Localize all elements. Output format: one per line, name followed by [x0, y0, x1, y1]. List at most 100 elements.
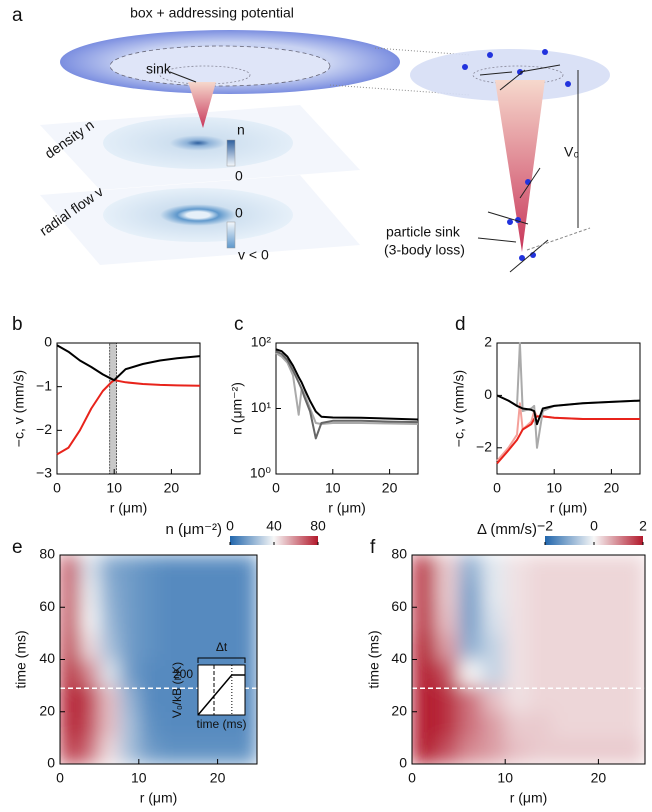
heat-cell	[79, 555, 100, 582]
heat-cell	[178, 633, 199, 660]
x-axis-label: time (ms)	[197, 717, 247, 731]
y-tick-label: −2	[36, 421, 52, 437]
series-line	[496, 342, 641, 449]
panel-label: e	[12, 537, 23, 558]
guide	[374, 47, 471, 56]
arrow	[169, 71, 197, 83]
heat-cell	[481, 555, 506, 582]
y-tick-label: 0	[399, 755, 407, 771]
heat-cell	[158, 581, 179, 608]
heat-cell	[598, 581, 623, 608]
x-tick-label: 10	[546, 480, 562, 496]
colorbar-tick-label: 80	[310, 518, 326, 534]
x-axis-label: r (μm)	[328, 500, 366, 516]
heat-cell	[481, 711, 506, 739]
y-tick-label: −1	[36, 377, 52, 393]
x-tick-label: 10	[325, 480, 341, 496]
heat-cell	[435, 581, 460, 608]
series-line	[197, 674, 245, 716]
label: 0	[235, 168, 243, 184]
y-tick-label: 80	[391, 546, 407, 562]
heat-cell	[217, 555, 238, 582]
x-tick-label: 0	[53, 480, 61, 496]
heat-cell	[79, 737, 100, 764]
heat-cell	[217, 581, 238, 608]
panel-label: c	[234, 314, 244, 335]
heat-cell	[481, 737, 506, 764]
heat-cell	[99, 633, 120, 660]
y-tick-label: 60	[39, 598, 55, 614]
heat-cell	[551, 633, 576, 660]
heat-cell	[119, 607, 140, 634]
heat-cell	[505, 659, 529, 687]
x-axis-label: r (μm)	[110, 500, 148, 516]
heat-cell	[551, 607, 576, 634]
colorbar	[226, 139, 236, 167]
y-axis-label: −c, v (mm/s)	[11, 370, 27, 447]
heat-cell	[217, 633, 238, 660]
heat-cell	[178, 555, 199, 582]
heat-cell	[575, 581, 599, 608]
arrows	[477, 64, 591, 273]
heat-cell	[458, 659, 483, 687]
heat-cell	[412, 737, 436, 764]
heat-cell	[505, 581, 529, 608]
x-tick-label: 0	[56, 770, 64, 786]
heat-cell	[60, 607, 81, 634]
heat-cell	[412, 711, 436, 739]
heat-cell	[528, 685, 553, 713]
heat-cell	[551, 555, 576, 582]
heat-cell	[412, 633, 436, 660]
heat-cell	[138, 685, 159, 713]
colorbar-tick-label: 2	[639, 518, 647, 534]
heat-cell	[237, 555, 257, 582]
y-tick-label: 0	[484, 386, 492, 402]
panel-label: a	[12, 5, 23, 26]
label: v < 0	[238, 247, 269, 263]
heat-cell	[435, 737, 460, 764]
heat-cell	[621, 581, 645, 608]
colorbar-tick-label: 0	[590, 518, 598, 534]
heat-cell	[458, 581, 483, 608]
heat-cell	[99, 659, 120, 687]
heat-cell	[621, 555, 645, 582]
heat-cell	[505, 607, 529, 634]
heat-cell	[217, 607, 238, 634]
heat-cell	[158, 711, 179, 739]
heat-cell	[598, 685, 623, 713]
shaded-region	[109, 342, 117, 475]
y-tick-label: 2	[484, 334, 492, 350]
y-tick-label: 10¹	[251, 399, 272, 415]
heat-cell	[178, 711, 199, 739]
heat-cell	[528, 555, 553, 582]
heat-cell	[528, 737, 553, 764]
heat-cell	[178, 607, 199, 634]
heat-cell	[598, 711, 623, 739]
heat-cell	[60, 659, 81, 687]
box-interior	[109, 45, 331, 87]
x-tick-label: 20	[604, 480, 620, 496]
heat-cell	[435, 711, 460, 739]
heat-cell	[79, 685, 100, 713]
x-axis-label: r (μm)	[510, 790, 548, 806]
heat-cell	[119, 737, 140, 764]
colorbar	[545, 536, 643, 545]
heat-cell	[458, 711, 483, 739]
x-tick-label: 20	[210, 770, 226, 786]
heat-cell	[481, 633, 506, 660]
x-axis-label: r (μm)	[550, 500, 588, 516]
heat-cell	[435, 555, 460, 582]
heat-cell	[551, 685, 576, 713]
zoom-disk	[410, 49, 610, 101]
heatmap	[60, 555, 257, 764]
heat-cell	[412, 555, 436, 582]
heat-cell	[138, 555, 159, 582]
heat-cell	[178, 581, 199, 608]
heat-cell	[598, 555, 623, 582]
heat-cell	[458, 555, 483, 582]
series-line	[56, 379, 201, 456]
series-line	[275, 350, 419, 440]
heatmap-cells	[412, 555, 645, 764]
heat-cell	[197, 633, 219, 660]
heat-cell	[237, 711, 257, 739]
